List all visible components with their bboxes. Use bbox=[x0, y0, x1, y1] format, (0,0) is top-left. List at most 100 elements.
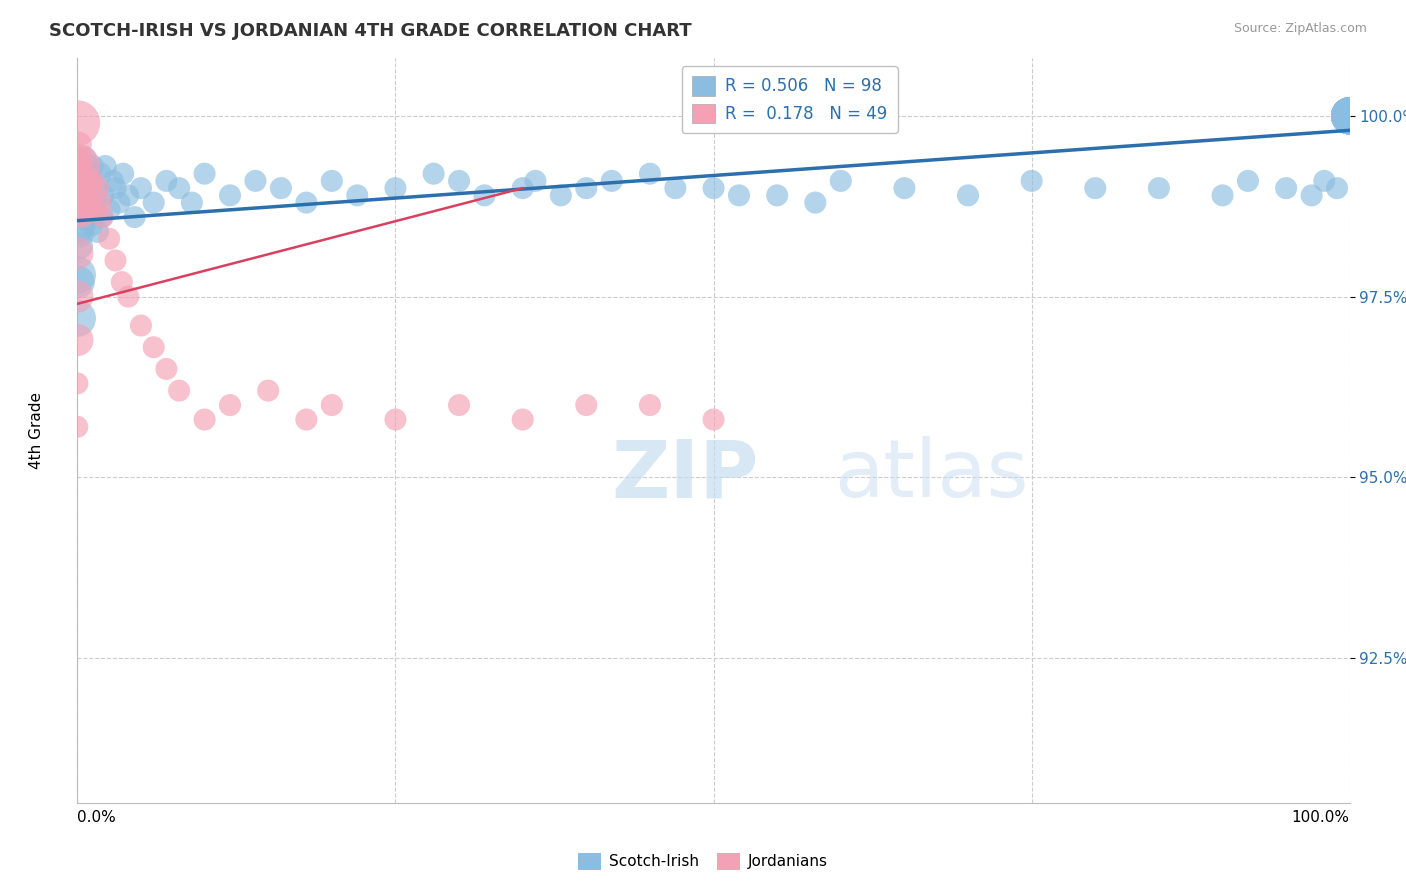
Point bbox=[1084, 181, 1107, 195]
Point bbox=[384, 181, 406, 195]
Point bbox=[321, 398, 343, 412]
Point bbox=[384, 412, 406, 426]
Point bbox=[72, 210, 94, 224]
Point bbox=[69, 239, 91, 253]
Point bbox=[257, 384, 280, 398]
Point bbox=[422, 167, 444, 181]
Point bbox=[124, 210, 146, 224]
Point bbox=[79, 174, 101, 188]
Point bbox=[73, 181, 96, 195]
Point bbox=[219, 188, 242, 202]
Point bbox=[89, 167, 111, 181]
Point bbox=[1339, 109, 1361, 123]
Text: 4th Grade: 4th Grade bbox=[30, 392, 44, 469]
Point bbox=[91, 210, 114, 224]
Point bbox=[194, 167, 217, 181]
Point bbox=[70, 188, 93, 202]
Point bbox=[86, 181, 108, 195]
Point bbox=[1313, 174, 1336, 188]
Point bbox=[1339, 109, 1361, 123]
Point bbox=[155, 174, 177, 188]
Point bbox=[82, 160, 104, 174]
Point bbox=[1212, 188, 1234, 202]
Point bbox=[69, 152, 91, 166]
Point bbox=[575, 181, 598, 195]
Point bbox=[117, 188, 139, 202]
Point bbox=[703, 181, 725, 195]
Point bbox=[66, 160, 89, 174]
Point bbox=[766, 188, 789, 202]
Point bbox=[66, 333, 89, 347]
Point bbox=[66, 268, 89, 282]
Point bbox=[77, 181, 100, 195]
Point bbox=[1339, 109, 1361, 123]
Point bbox=[69, 160, 91, 174]
Point bbox=[449, 398, 471, 412]
Point bbox=[86, 188, 108, 202]
Point bbox=[703, 412, 725, 426]
Point bbox=[830, 174, 852, 188]
Point bbox=[167, 384, 190, 398]
Point bbox=[70, 174, 93, 188]
Point bbox=[295, 412, 318, 426]
Point bbox=[1339, 109, 1361, 123]
Point bbox=[449, 174, 471, 188]
Point bbox=[512, 412, 534, 426]
Point bbox=[67, 167, 90, 181]
Point bbox=[129, 318, 152, 333]
Point bbox=[72, 195, 94, 210]
Point bbox=[219, 398, 242, 412]
Point bbox=[82, 174, 104, 188]
Point bbox=[664, 181, 686, 195]
Point bbox=[550, 188, 572, 202]
Text: 100.0%: 100.0% bbox=[1292, 810, 1350, 825]
Point bbox=[66, 290, 89, 304]
Point bbox=[67, 195, 90, 210]
Point bbox=[104, 253, 127, 268]
Point bbox=[1339, 109, 1361, 123]
Point bbox=[1339, 109, 1361, 123]
Text: Source: ZipAtlas.com: Source: ZipAtlas.com bbox=[1233, 22, 1367, 36]
Point bbox=[638, 398, 661, 412]
Point bbox=[1339, 109, 1361, 123]
Point bbox=[321, 174, 343, 188]
Point bbox=[1339, 109, 1361, 123]
Point bbox=[295, 195, 318, 210]
Point bbox=[89, 195, 111, 210]
Point bbox=[90, 210, 112, 224]
Text: SCOTCH-IRISH VS JORDANIAN 4TH GRADE CORRELATION CHART: SCOTCH-IRISH VS JORDANIAN 4TH GRADE CORR… bbox=[49, 22, 692, 40]
Point bbox=[512, 181, 534, 195]
Point bbox=[1339, 109, 1361, 123]
Point bbox=[94, 160, 117, 174]
Point bbox=[1339, 109, 1361, 123]
Point bbox=[73, 210, 96, 224]
Point bbox=[155, 362, 177, 376]
Point bbox=[1339, 109, 1361, 123]
Point bbox=[66, 419, 89, 434]
Point bbox=[69, 188, 91, 202]
Point bbox=[111, 275, 134, 289]
Point bbox=[80, 217, 103, 231]
Text: 0.0%: 0.0% bbox=[77, 810, 117, 825]
Point bbox=[245, 174, 267, 188]
Point bbox=[142, 195, 165, 210]
Point bbox=[1339, 109, 1361, 123]
Point bbox=[76, 181, 98, 195]
Point bbox=[1339, 109, 1361, 123]
Point bbox=[73, 188, 96, 202]
Point bbox=[194, 412, 217, 426]
Point bbox=[1339, 109, 1361, 123]
Point bbox=[67, 152, 90, 166]
Point bbox=[474, 188, 496, 202]
Point bbox=[180, 195, 202, 210]
Point bbox=[1339, 109, 1361, 123]
Point bbox=[66, 116, 89, 130]
Point bbox=[638, 167, 661, 181]
Point bbox=[73, 152, 96, 166]
Point bbox=[98, 232, 121, 246]
Point bbox=[1237, 174, 1260, 188]
Text: ZIP: ZIP bbox=[612, 436, 759, 514]
Point bbox=[67, 275, 90, 289]
Point bbox=[73, 195, 96, 210]
Point bbox=[67, 225, 90, 239]
